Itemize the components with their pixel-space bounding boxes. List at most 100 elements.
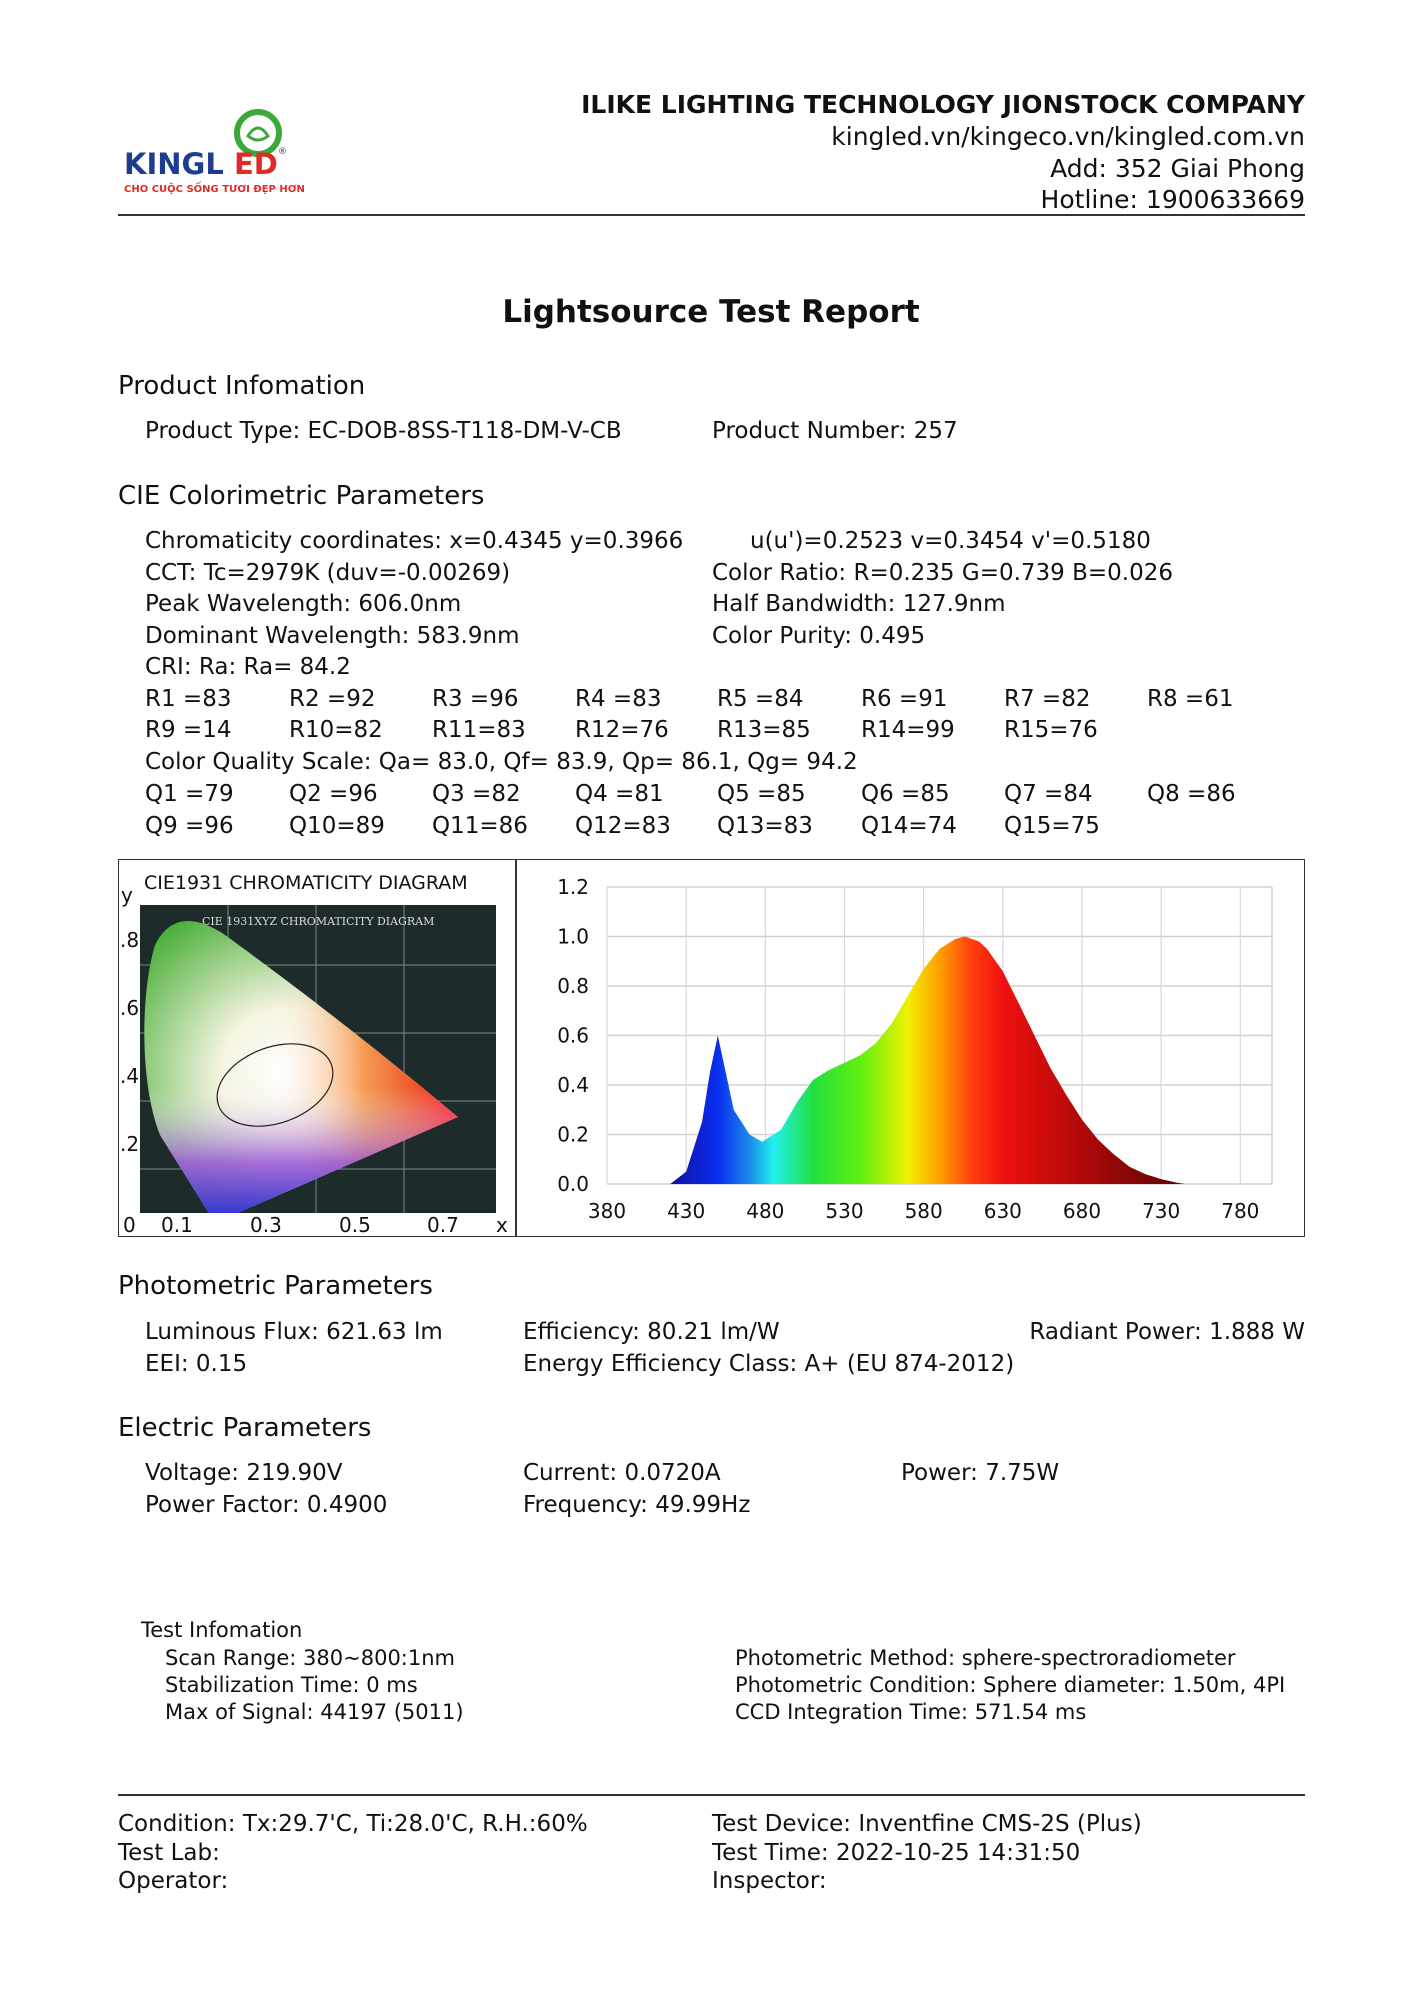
- cqs-value: Q6 =85: [861, 781, 950, 807]
- cie-x-tick: 0.1: [161, 1213, 193, 1237]
- cri-value: R7 =82: [1004, 686, 1091, 712]
- cqs-value: Q2 =96: [289, 781, 378, 807]
- header-divider: [118, 214, 1305, 216]
- test-info-heading: Test Infomation: [141, 1618, 303, 1642]
- test-device: Test Device: Inventfine CMS-2S (Plus): [712, 1811, 1142, 1837]
- photometric-condition: Photometric Condition: Sphere diameter: …: [735, 1673, 1286, 1697]
- dominant-wavelength: Dominant Wavelength: 583.9nm: [145, 623, 520, 649]
- bulb-logo-icon: KINGL ED ® CHO CUỘC SỐNG TƯƠI ĐẸP HƠN: [124, 109, 305, 195]
- company-name: ILIKE LIGHTING TECHNOLOGY JIONSTOCK COMP…: [581, 90, 1305, 119]
- cri-value: R8 =61: [1147, 686, 1234, 712]
- spectrum-chart: 0.0 0.2 0.4 0.6 0.8 1.0 1.2 380 430 480 530 580 630 6…: [557, 875, 1273, 1223]
- x-tick-label: 580: [905, 1199, 943, 1223]
- test-time: Test Time: 2022-10-25 14:31:50: [712, 1840, 1081, 1866]
- cqs-value: Q12=83: [575, 813, 671, 839]
- peak-wavelength: Peak Wavelength: 606.0nm: [145, 591, 462, 617]
- company-address: Add: 352 Giai Phong: [1050, 154, 1305, 183]
- x-tick-label: 780: [1221, 1199, 1259, 1223]
- scan-range: Scan Range: 380~800:1nm: [165, 1646, 456, 1670]
- cqs-value: Q13=83: [717, 813, 813, 839]
- efficiency: Efficiency: 80.21 lm/W: [523, 1319, 780, 1345]
- cie-y-tick: .8: [120, 928, 140, 952]
- cie-y-label: y: [121, 883, 133, 907]
- x-tick-label: 380: [588, 1199, 626, 1223]
- x-tick-label: 730: [1142, 1199, 1180, 1223]
- company-logo: KINGL ED ® CHO CUỘC SỐNG TƯƠI ĐẸP HƠN: [122, 108, 312, 200]
- eei: EEI: 0.15: [145, 1351, 248, 1377]
- cqs-value: Q8 =86: [1147, 781, 1236, 807]
- color-quality-scale: Color Quality Scale: Qa= 83.0, Qf= 83.9,…: [145, 749, 858, 775]
- cie-y-tick: .4: [120, 1064, 140, 1088]
- cqs-value: Q4 =81: [575, 781, 664, 807]
- y-tick-label: 1.0: [557, 925, 589, 949]
- cri-value: R4 =83: [575, 686, 662, 712]
- y-tick-label: 0.4: [557, 1073, 589, 1097]
- photometric-heading: Photometric Parameters: [118, 1271, 433, 1301]
- test-condition: Condition: Tx:29.7'C, Ti:28.0'C, R.H.:60…: [118, 1811, 588, 1837]
- cri-value: R15=76: [1004, 717, 1098, 743]
- cie-y-tick: .2: [120, 1132, 140, 1156]
- half-bandwidth: Half Bandwidth: 127.9nm: [712, 591, 1006, 617]
- page-title: Lightsource Test Report: [502, 294, 920, 330]
- cri-value: R12=76: [575, 717, 669, 743]
- ccd-integration-time: CCD Integration Time: 571.54 ms: [735, 1700, 1087, 1724]
- product-heading: Product Infomation: [118, 371, 366, 401]
- cqs-value: Q1 =79: [145, 781, 234, 807]
- cqs-value: Q11=86: [432, 813, 528, 839]
- cqs-value: Q7 =84: [1004, 781, 1093, 807]
- y-tick-label: 1.2: [557, 875, 589, 899]
- cie-diagram-title: CIE1931 CHROMATICITY DIAGRAM: [144, 872, 468, 894]
- chart-panel: CIE1931 CHROMATICITY DIAGRAM y .8 .6 .4 …: [118, 859, 1305, 1237]
- y-tick-label: 0.2: [557, 1123, 589, 1147]
- product-type: Product Type: EC-DOB-8SS-T118-DM-V-CB: [145, 418, 622, 444]
- x-tick-label: 680: [1063, 1199, 1101, 1223]
- y-tick-label: 0.8: [557, 974, 589, 998]
- max-signal: Max of Signal: 44197 (5011): [165, 1700, 464, 1724]
- electric-heading: Electric Parameters: [118, 1413, 372, 1443]
- company-website[interactable]: kingled.vn/kingeco.vn/kingled.com.vn: [831, 122, 1305, 151]
- voltage: Voltage: 219.90V: [145, 1460, 343, 1486]
- cie-chromaticity-image: CIE 1931XYZ CHROMATICITY DIAGRAM: [140, 905, 496, 1213]
- cqs-value: Q3 =82: [432, 781, 521, 807]
- cie-x-tick: 0: [123, 1213, 136, 1237]
- radiant-power: Radiant Power: 1.888 W: [1029, 1319, 1305, 1345]
- spectrum-area: [670, 936, 1185, 1184]
- frequency: Frequency: 49.99Hz: [523, 1492, 751, 1518]
- company-hotline: Hotline: 1900633669: [1040, 185, 1305, 214]
- cie-x-tick: 0.7: [427, 1213, 459, 1237]
- energy-efficiency-class: Energy Efficiency Class: A+ (EU 874-2012…: [523, 1351, 1015, 1377]
- test-lab: Test Lab:: [118, 1840, 220, 1866]
- power: Power: 7.75W: [901, 1460, 1060, 1486]
- x-tick-label: 530: [825, 1199, 863, 1223]
- x-tick-label: 480: [746, 1199, 784, 1223]
- current: Current: 0.0720A: [523, 1460, 721, 1486]
- cqs-value: Q14=74: [861, 813, 957, 839]
- cie-x-tick: 0.3: [250, 1213, 282, 1237]
- product-number: Product Number: 257: [712, 418, 958, 444]
- y-tick-label: 0.6: [557, 1024, 589, 1048]
- svg-text:ED: ED: [234, 147, 278, 181]
- y-tick-label: 0.0: [557, 1172, 589, 1196]
- cri-value: R10=82: [289, 717, 383, 743]
- cqs-value: Q5 =85: [717, 781, 806, 807]
- cri-value: R2 =92: [289, 686, 376, 712]
- photometric-method: Photometric Method: sphere-spectroradiom…: [735, 1646, 1236, 1670]
- svg-text:KINGL: KINGL: [124, 147, 224, 181]
- cie-heading: CIE Colorimetric Parameters: [118, 481, 485, 511]
- cri-value: R9 =14: [145, 717, 232, 743]
- svg-text:®: ®: [278, 147, 287, 157]
- svg-text:CHO CUỘC SỐNG TƯƠI ĐẸP HƠN: CHO CUỘC SỐNG TƯƠI ĐẸP HƠN: [124, 180, 305, 195]
- cie-inner-title: CIE 1931XYZ CHROMATICITY DIAGRAM: [202, 915, 434, 928]
- inspector: Inspector:: [712, 1868, 827, 1894]
- cri: CRI: Ra: Ra= 84.2: [145, 654, 351, 680]
- luminous-flux: Luminous Flux: 621.63 lm: [145, 1319, 443, 1345]
- cri-value: R1 =83: [145, 686, 232, 712]
- cri-value: R3 =96: [432, 686, 519, 712]
- chromaticity-coordinates: Chromaticity coordinates: x=0.4345 y=0.3…: [145, 528, 684, 554]
- cri-value: R13=85: [717, 717, 811, 743]
- cri-value: R14=99: [861, 717, 955, 743]
- cri-value: R6 =91: [861, 686, 948, 712]
- cct: CCT: Tc=2979K (duv=-0.00269): [145, 560, 511, 586]
- operator: Operator:: [118, 1868, 229, 1894]
- x-tick-label: 630: [984, 1199, 1022, 1223]
